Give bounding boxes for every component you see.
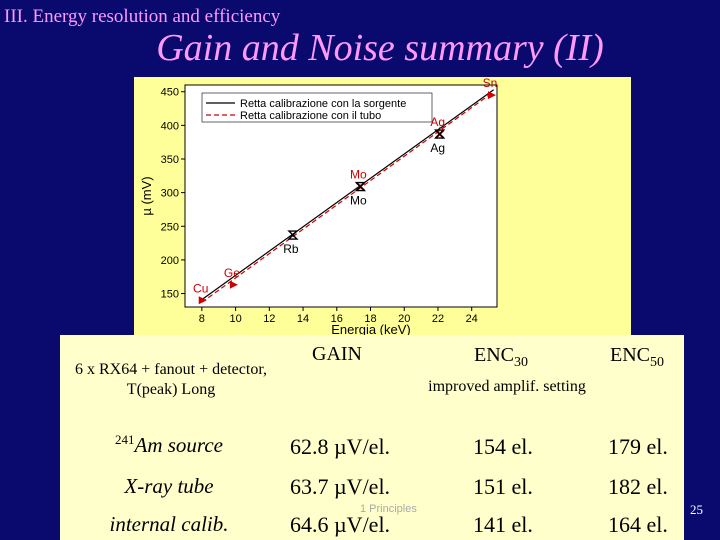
y-tick-label: 250	[161, 221, 179, 233]
am-source-label: Am source	[134, 433, 223, 457]
page-number: 25	[690, 502, 703, 517]
point-label-sn: Sn	[483, 77, 498, 90]
enc50-internal-calib: 164 el.	[608, 512, 668, 537]
table-header-label: 6 x RX64 + fanout + detector, T(peak) Lo…	[74, 361, 268, 398]
series-line-2	[201, 91, 494, 303]
row-label-x-ray-tube: X-ray tube	[124, 474, 214, 498]
point-label-ag: Ag	[430, 115, 445, 129]
enc30-label: ENC	[474, 344, 514, 366]
enc30-internal-calib: 141 el.	[473, 512, 533, 537]
x-tick-label: 22	[432, 313, 444, 325]
series-line-1	[201, 89, 494, 301]
x-tick-label: 18	[364, 313, 376, 325]
point-label-ge: Ge	[224, 266, 240, 280]
y-tick-label: 150	[161, 289, 179, 301]
x-tick-label: 16	[331, 313, 343, 325]
summary-table: 6 x RX64 + fanout + detector, T(peak) Lo…	[60, 335, 684, 540]
chart-panel: 8 10 12 14 16 18 20 22 24 150 200 250 300 350 400 450 En…	[134, 77, 631, 337]
marker-cu	[198, 296, 207, 305]
y-tick-label: 300	[161, 188, 179, 200]
x-tick-label: 24	[466, 313, 478, 325]
col-header-enc30: ENC30	[474, 344, 528, 371]
enc50-label: ENC	[610, 344, 650, 366]
y-tick-label: 350	[161, 154, 179, 166]
x-tick-label: 20	[398, 313, 410, 325]
col-header-enc50: ENC50	[610, 344, 664, 371]
y-tick-label: 400	[161, 120, 179, 132]
x-axis-label: Energia (keV)	[331, 322, 410, 337]
calibration-chart: 8 10 12 14 16 18 20 22 24 150 200 250 300 350 400 450 En…	[139, 77, 498, 337]
enc50-am-source: 179 el.	[608, 434, 668, 459]
enc50-x-ray-tube: 182 el.	[608, 474, 668, 499]
marker-mo-source	[354, 181, 367, 192]
x-tick-label: 14	[297, 313, 309, 325]
x-tick-label: 10	[229, 313, 241, 325]
gain-internal-calib: 64.6 µV/el.	[290, 512, 391, 537]
enc30-x-ray-tube: 151 el.	[473, 474, 533, 499]
enc30-subscript: 30	[514, 355, 528, 370]
point-label-mo: Mo	[350, 168, 367, 182]
x-tick-label: 8	[199, 313, 205, 325]
marker-sn	[487, 91, 496, 100]
y-tick-label: 450	[161, 87, 179, 99]
marker-ge	[229, 280, 238, 289]
point-label-mo: Mo	[350, 194, 367, 208]
col-note-enc30: improved amplif. setting	[428, 378, 586, 395]
point-label-cu: Cu	[193, 281, 208, 295]
y-tick-label: 200	[161, 255, 179, 267]
enc30-am-source: 154 el.	[473, 434, 533, 459]
legend-label-2: Retta calibrazione con il tubo	[240, 110, 381, 122]
legend-label-1: Retta calibrazione con la sorgente	[240, 98, 406, 110]
gain-am-source: 62.8 µV/el.	[290, 434, 391, 459]
legend-box	[201, 92, 433, 123]
row-label-internal-calib: internal calib.	[109, 512, 229, 536]
marker-ag-source	[433, 129, 446, 139]
row-label-am-source: 241Am source	[70, 432, 268, 458]
point-label-ag: Ag	[430, 141, 445, 155]
gain-x-ray-tube: 63.7 µV/el.	[290, 474, 391, 499]
x-tick-label: 12	[263, 313, 275, 325]
point-label-rb: Rb	[283, 242, 299, 256]
footer-text: 1 Principles	[360, 503, 417, 515]
section-heading: III. Energy resolution and efficiency	[4, 6, 281, 27]
slide-title: Gain and Noise summary (II)	[156, 27, 604, 69]
y-axis-label: µ (mV)	[139, 176, 154, 215]
marker-rb-source	[287, 230, 299, 240]
col-header-gain: GAIN	[312, 343, 362, 365]
enc50-subscript: 50	[650, 355, 664, 370]
am-isotope-superscript: 241	[115, 432, 135, 447]
